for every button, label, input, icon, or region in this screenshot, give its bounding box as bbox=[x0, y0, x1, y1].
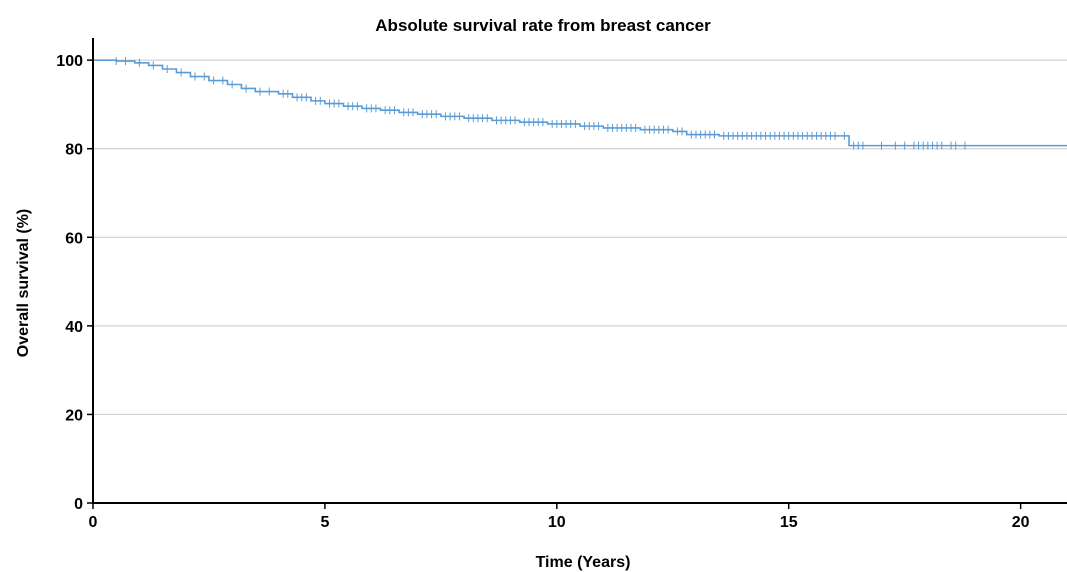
series-layer bbox=[93, 59, 1067, 147]
y-tick-label: 0 bbox=[74, 496, 83, 513]
x-tick-label: 5 bbox=[320, 514, 329, 531]
tick-labels: 0 20 40 60 80 100 0 5 10 15 20 bbox=[56, 53, 1029, 531]
axes bbox=[87, 38, 1067, 509]
x-axis-title: Time (Years) bbox=[536, 554, 631, 571]
censor-marks bbox=[115, 57, 966, 150]
x-tick-label: 0 bbox=[89, 514, 98, 531]
y-tick-label: 20 bbox=[65, 407, 83, 424]
chart-title: Absolute survival rate from breast cance… bbox=[375, 16, 711, 35]
survival-curve bbox=[93, 59, 1067, 147]
grid-lines bbox=[93, 59, 1067, 415]
x-tick-label: 10 bbox=[548, 514, 566, 531]
y-axis-title: Overall survival (%) bbox=[15, 209, 32, 358]
y-tick-label: 40 bbox=[65, 319, 83, 336]
y-tick-label: 100 bbox=[56, 53, 83, 70]
y-tick-label: 60 bbox=[65, 230, 83, 247]
x-tick-label: 15 bbox=[780, 514, 798, 531]
y-tick-label: 80 bbox=[65, 142, 83, 159]
x-tick-label: 20 bbox=[1012, 514, 1030, 531]
